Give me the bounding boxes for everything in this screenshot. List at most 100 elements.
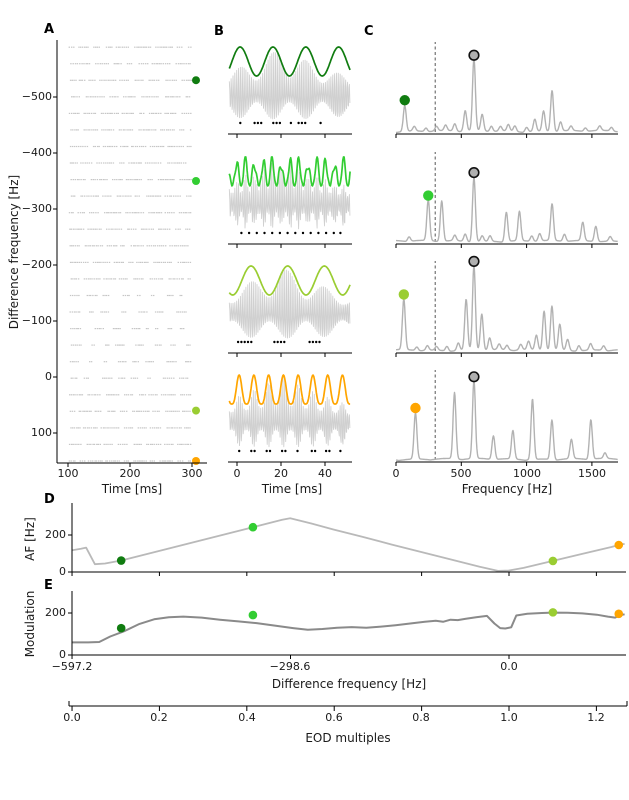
panel-b-row-4 bbox=[228, 374, 352, 466]
spectrum-peak-dot-limegreen bbox=[423, 190, 434, 201]
eod-peak-circle-marker bbox=[468, 371, 480, 383]
panel-letter-a: A bbox=[44, 22, 55, 37]
a-ytick-100: 100 bbox=[31, 426, 52, 439]
spike-dot bbox=[280, 449, 284, 453]
e-dot-orange bbox=[614, 609, 624, 619]
c-xtick-0: 0 bbox=[392, 467, 400, 480]
b-xtick-20: 20 bbox=[274, 467, 288, 480]
eod-tick-0.2: 0.2 bbox=[150, 711, 168, 724]
spike-dot bbox=[250, 340, 253, 344]
a-ytick--100: −100 bbox=[21, 314, 52, 327]
spike-dot bbox=[339, 231, 342, 235]
e-ytick-0: 0 bbox=[59, 648, 66, 661]
spike-dot bbox=[278, 231, 282, 235]
spike-dot bbox=[300, 121, 304, 125]
spectrum-peak-dot-yellowgreen bbox=[398, 289, 410, 300]
panel-letter-b: B bbox=[214, 24, 224, 39]
panel-letter-d: D bbox=[44, 492, 55, 507]
e-dot-yellowgreen bbox=[548, 608, 558, 617]
panel-b-row-1 bbox=[228, 46, 352, 138]
spike-dot bbox=[255, 231, 258, 235]
panel-a-raster bbox=[68, 46, 193, 462]
panel-d-axes bbox=[68, 503, 626, 576]
spike-dot bbox=[271, 231, 274, 235]
b-xtick-40: 40 bbox=[318, 467, 332, 480]
eod-tick-0.4: 0.4 bbox=[238, 711, 256, 724]
c-xtick-500: 500 bbox=[450, 467, 472, 480]
spike-dot bbox=[339, 449, 342, 453]
eod-tick-1.2: 1.2 bbox=[587, 711, 605, 724]
spike-dot bbox=[273, 340, 276, 344]
d-ytick-200: 200 bbox=[45, 528, 66, 541]
panel-e-axes bbox=[68, 591, 626, 659]
spike-dot bbox=[283, 340, 286, 344]
a-ytick--300: −300 bbox=[21, 202, 52, 215]
spike-dot bbox=[272, 121, 275, 125]
spike-dot bbox=[278, 121, 282, 125]
eod-tick-0.8: 0.8 bbox=[412, 711, 430, 724]
spike-dot bbox=[324, 231, 328, 235]
e-xtick--298: −298.6 bbox=[269, 660, 311, 673]
spike-dot bbox=[294, 231, 297, 235]
spike-dot bbox=[240, 340, 243, 344]
eod-multiples-axis bbox=[68, 701, 628, 711]
c-xlabel: Frequency [Hz] bbox=[461, 482, 553, 496]
a-ylabel: Difference frequency [Hz] bbox=[7, 174, 21, 330]
raster-marker-yellowgreen bbox=[192, 406, 200, 415]
spike-dot bbox=[275, 121, 278, 125]
d-ytick-0: 0 bbox=[59, 565, 66, 578]
eod-peak-circle-marker bbox=[468, 49, 480, 61]
spike-dot bbox=[297, 121, 300, 125]
a-ytick--500: −500 bbox=[21, 90, 52, 103]
panel-a-selected-markers bbox=[192, 76, 200, 465]
spike-dot bbox=[317, 231, 320, 235]
raster-marker-darkgreen bbox=[192, 76, 200, 85]
e-xtick--597: −597.2 bbox=[51, 660, 93, 673]
d-dot-darkgreen bbox=[116, 556, 126, 565]
spike-dot bbox=[318, 340, 321, 344]
spike-dot bbox=[268, 449, 272, 453]
spike-dot bbox=[289, 121, 293, 125]
d-dot-limegreen bbox=[248, 522, 258, 532]
eod-xlabel: EOD multiples bbox=[305, 731, 391, 745]
spike-dot bbox=[265, 449, 268, 453]
spike-dot bbox=[332, 231, 335, 235]
e-dot-darkgreen bbox=[116, 623, 126, 633]
panel-letter-e: E bbox=[44, 578, 53, 593]
spike-dot bbox=[256, 121, 260, 125]
spike-dot bbox=[313, 449, 317, 453]
spike-dot bbox=[239, 121, 242, 125]
spike-dot bbox=[263, 231, 266, 235]
raster-marker-orange bbox=[192, 457, 200, 465]
spike-dot bbox=[310, 449, 313, 453]
spike-dot bbox=[246, 340, 250, 344]
d-ylabel: AF [Hz] bbox=[23, 517, 37, 561]
spike-dot bbox=[309, 231, 312, 235]
eod-peak-circle-marker bbox=[468, 255, 480, 267]
spike-dot bbox=[260, 121, 263, 125]
spike-dot bbox=[279, 340, 283, 344]
spike-dot bbox=[315, 340, 318, 344]
spike-dot bbox=[328, 449, 331, 453]
c-xtick-1000: 1000 bbox=[513, 467, 541, 480]
panel-c-row-2 bbox=[395, 152, 618, 248]
spike-dot bbox=[276, 340, 279, 344]
eod-tick-0.0: 0.0 bbox=[63, 711, 81, 724]
d-dot-orange bbox=[614, 540, 624, 550]
spike-dot bbox=[238, 449, 241, 453]
spike-dot bbox=[250, 449, 253, 453]
panel-a-axes bbox=[53, 40, 207, 467]
b-xtick-0: 0 bbox=[233, 467, 241, 480]
a-xtick-200: 200 bbox=[119, 467, 141, 480]
panel-c-row-3 bbox=[395, 255, 618, 357]
spike-dot bbox=[301, 231, 305, 235]
spike-dot bbox=[304, 121, 307, 125]
e-xtick-0: 0.0 bbox=[500, 660, 518, 673]
a-ytick--400: −400 bbox=[21, 146, 52, 159]
a-ytick-0: 0 bbox=[45, 370, 52, 383]
spike-dot bbox=[296, 449, 299, 453]
raster-marker-limegreen bbox=[192, 177, 200, 185]
spike-dot bbox=[240, 231, 243, 235]
